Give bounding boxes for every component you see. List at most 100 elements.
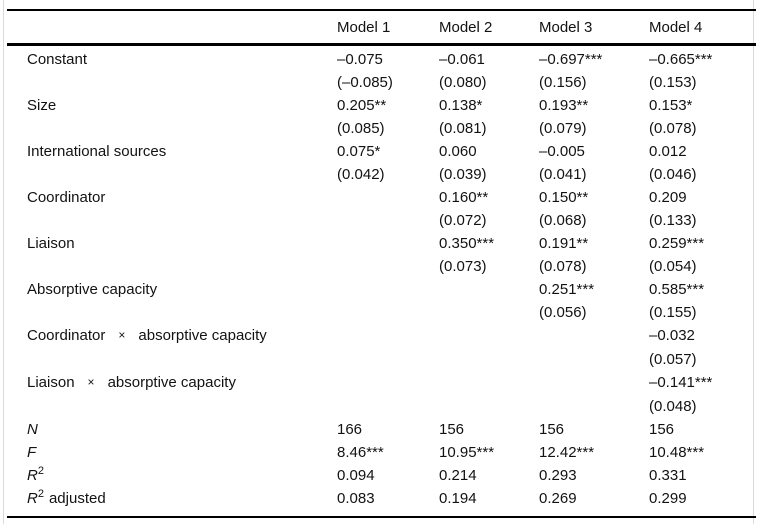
table-row-se: (0.073) (0.078) (0.054) bbox=[7, 255, 756, 278]
coefficient-value: –0.075 bbox=[337, 51, 383, 68]
stat-value: 10.48*** bbox=[649, 444, 705, 461]
standard-error: (0.041) bbox=[539, 166, 587, 183]
stat-label-text: F bbox=[27, 444, 37, 461]
stat-value: 0.094 bbox=[337, 467, 375, 484]
table-row-se: (0.042) (0.039) (0.041) (0.046) bbox=[7, 163, 756, 186]
table-row-se: (0.048) bbox=[7, 395, 756, 418]
coefficient-value bbox=[439, 278, 539, 301]
standard-error bbox=[439, 348, 539, 371]
standard-error bbox=[439, 301, 539, 324]
row-label: International sources bbox=[27, 143, 167, 160]
table-row: Absorptive capacity 0.251*** 0.585*** bbox=[7, 278, 756, 301]
stat-value: 156 bbox=[439, 421, 465, 438]
stat-value: 156 bbox=[649, 421, 675, 438]
header-row: Model 1 Model 2 Model 3 Model 4 bbox=[7, 10, 756, 45]
row-label: Size bbox=[27, 97, 57, 114]
coefficient-value: 0.153* bbox=[649, 97, 693, 114]
standard-error: (0.133) bbox=[649, 212, 697, 229]
standard-error: (0.153) bbox=[649, 74, 697, 91]
label-part: absorptive capacity bbox=[138, 327, 267, 344]
table-row: International sources 0.075* 0.060 –0.00… bbox=[7, 140, 756, 163]
standard-error: (0.085) bbox=[337, 120, 385, 137]
coefficient-value: 0.150** bbox=[539, 189, 589, 206]
stat-value: 156 bbox=[539, 421, 565, 438]
table-row-se: (0.057) bbox=[7, 348, 756, 371]
label-part: absorptive capacity bbox=[107, 374, 236, 391]
stat-label-text: N bbox=[27, 421, 38, 438]
multiplication-sign: × bbox=[87, 375, 95, 389]
standard-error: (0.057) bbox=[649, 351, 697, 368]
coefficient-value bbox=[337, 232, 439, 255]
standard-error: (–0.085) bbox=[337, 74, 393, 91]
table-row: Coordinator × absorptive capacity –0.032 bbox=[7, 324, 756, 348]
column-header-model4: Model 4 bbox=[649, 19, 703, 36]
stat-label-text: R bbox=[27, 467, 38, 484]
coefficient-value: 0.060 bbox=[439, 143, 477, 160]
stat-value: 0.293 bbox=[539, 467, 577, 484]
table-row: Constant –0.075 –0.061 –0.697*** –0.665*… bbox=[7, 45, 756, 72]
stat-row: R2 0.094 0.214 0.293 0.331 bbox=[7, 464, 756, 487]
coefficient-value bbox=[337, 371, 439, 395]
standard-error: (0.155) bbox=[649, 304, 697, 321]
standard-error: (0.081) bbox=[439, 120, 487, 137]
coefficient-value: –0.032 bbox=[649, 327, 695, 344]
coefficient-value: 0.191** bbox=[539, 235, 589, 252]
column-header-model3: Model 3 bbox=[539, 19, 593, 36]
standard-error bbox=[539, 348, 649, 371]
coefficient-value: 0.259*** bbox=[649, 235, 705, 252]
stat-label: R2 bbox=[7, 464, 337, 487]
standard-error: (0.068) bbox=[539, 212, 587, 229]
coefficient-value bbox=[337, 186, 439, 209]
standard-error: (0.078) bbox=[539, 258, 587, 275]
coefficient-value bbox=[337, 324, 439, 348]
column-header-model2: Model 2 bbox=[439, 19, 493, 36]
stat-value: 10.95*** bbox=[439, 444, 495, 461]
table-row-se: (0.072) (0.068) (0.133) bbox=[7, 209, 756, 232]
standard-error: (0.046) bbox=[649, 166, 697, 183]
standard-error bbox=[337, 395, 439, 418]
coefficient-value: 0.138* bbox=[439, 97, 483, 114]
coefficient-value bbox=[439, 324, 539, 348]
stat-value: 12.42*** bbox=[539, 444, 595, 461]
column-header-model1: Model 1 bbox=[337, 19, 391, 36]
row-label: Coordinator bbox=[27, 189, 106, 206]
multiplication-sign: × bbox=[118, 328, 126, 342]
page-left-border bbox=[3, 0, 4, 524]
coefficient-value: –0.665*** bbox=[649, 51, 713, 68]
coefficient-value: 0.205** bbox=[337, 97, 387, 114]
row-label: Absorptive capacity bbox=[27, 281, 158, 298]
coefficient-value: –0.005 bbox=[539, 143, 585, 160]
coefficient-value: 0.075* bbox=[337, 143, 381, 160]
standard-error: (0.072) bbox=[439, 212, 487, 229]
header-empty-cell bbox=[7, 10, 337, 45]
coefficient-value: 0.585*** bbox=[649, 281, 705, 298]
stat-label-suffix: adjusted bbox=[48, 490, 106, 507]
row-label: Liaison × absorptive capacity bbox=[7, 371, 337, 395]
stat-label: N bbox=[7, 418, 337, 441]
standard-error: (0.073) bbox=[439, 258, 487, 275]
stat-value: 0.194 bbox=[439, 490, 477, 507]
stat-row: R2 adjusted 0.083 0.194 0.269 0.299 bbox=[7, 487, 756, 517]
coefficient-value bbox=[439, 371, 539, 395]
label-part: Liaison bbox=[27, 374, 75, 391]
coefficient-value: –0.141*** bbox=[649, 374, 713, 391]
table-row: Liaison × absorptive capacity –0.141*** bbox=[7, 371, 756, 395]
table-row: Size 0.205** 0.138* 0.193** 0.153* bbox=[7, 94, 756, 117]
stat-label: R2 adjusted bbox=[7, 487, 337, 517]
page-right-border bbox=[753, 0, 754, 524]
coefficient-value bbox=[539, 371, 649, 395]
standard-error bbox=[337, 348, 439, 371]
stat-value: 0.331 bbox=[649, 467, 687, 484]
coefficient-value: 0.350*** bbox=[439, 235, 495, 252]
stat-value: 0.214 bbox=[439, 467, 477, 484]
coefficient-value: 0.209 bbox=[649, 189, 687, 206]
table-row-se: (0.085) (0.081) (0.079) (0.078) bbox=[7, 117, 756, 140]
superscript-2: 2 bbox=[37, 465, 44, 477]
standard-error bbox=[337, 255, 439, 278]
coefficient-value: –0.697*** bbox=[539, 51, 603, 68]
stat-value: 0.299 bbox=[649, 490, 687, 507]
standard-error: (0.078) bbox=[649, 120, 697, 137]
standard-error: (0.054) bbox=[649, 258, 697, 275]
table-row-se: (0.056) (0.155) bbox=[7, 301, 756, 324]
coefficient-value: 0.193** bbox=[539, 97, 589, 114]
